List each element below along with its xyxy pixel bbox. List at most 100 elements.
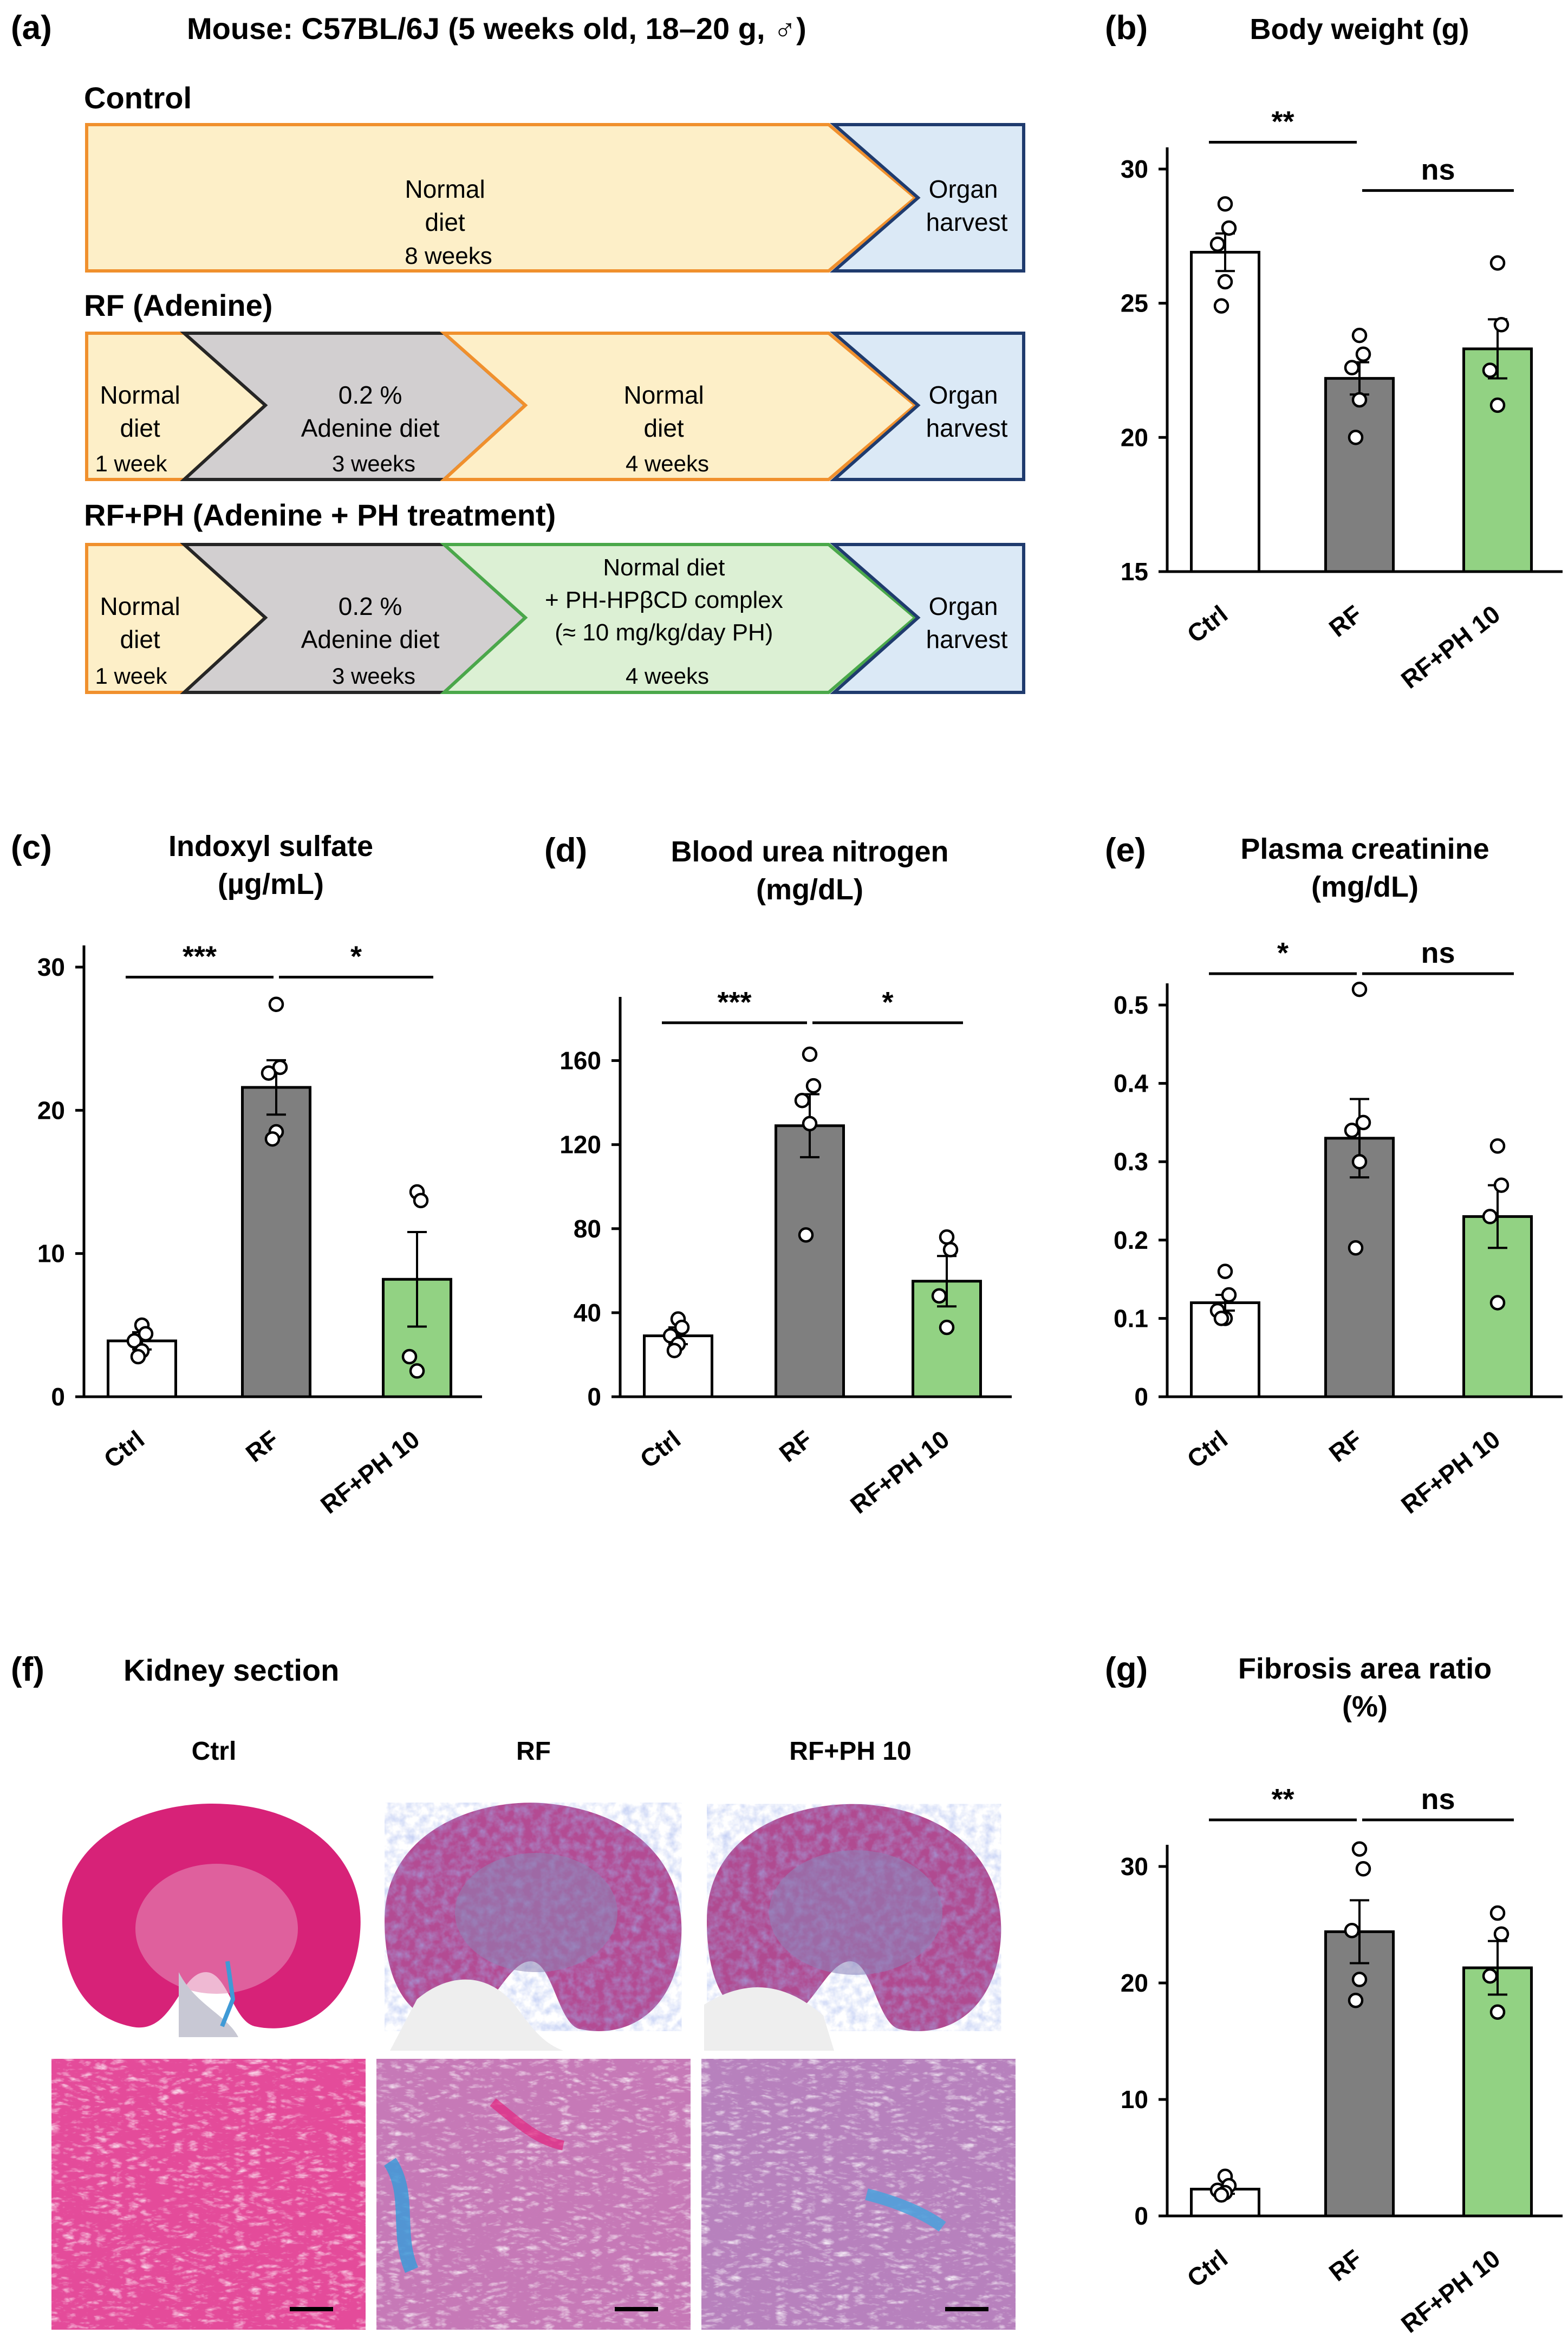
data-point (1344, 1923, 1360, 1939)
y-tick-label: 0 (1134, 1383, 1148, 1411)
significance-label: *** (183, 941, 217, 973)
chart-title: Plasma creatinine (1240, 833, 1489, 865)
segment-text: 0.2 % (339, 381, 402, 409)
data-point (1482, 1968, 1498, 1984)
bar-rf (775, 1124, 845, 1398)
segment-text: 1 week (95, 663, 167, 689)
panel-a: (a) Mouse: C57BL/6J (5 weeks old, 18–20 … (11, 9, 1025, 694)
data-point (1348, 430, 1364, 445)
svg-text:Normal diet 1: Normal diet 1 week (95, 592, 187, 689)
category-label: RF+PH 10 (315, 1425, 425, 1519)
segment-text: diet (120, 625, 160, 653)
data-point (1493, 1926, 1510, 1942)
category-label: RF+PH 10 (1396, 1425, 1505, 1519)
bar-rf-ph-10 (1462, 347, 1533, 573)
kidney-magnified-rfph (701, 2059, 1016, 2330)
y-tick-label: 10 (1121, 2085, 1148, 2114)
category-label: Ctrl (1182, 2244, 1233, 2293)
timeline-rf: Normal diet 1 week 0.2 % Adenine diet 3 … (85, 332, 1025, 481)
svg-text:0.2 % Adenine diet: 0.2 % Adenine diet 3 weeks (301, 592, 447, 689)
panel-letter: (e) (1105, 832, 1146, 869)
data-point (1348, 1993, 1364, 2008)
data-point (1221, 1287, 1237, 1303)
column-label-ctrl: Ctrl (192, 1737, 237, 1766)
data-point (798, 1227, 814, 1243)
data-point (1351, 1972, 1368, 1987)
segment-text: diet (425, 208, 465, 236)
kidney-whole-rf (374, 1798, 693, 2052)
data-point (401, 1349, 418, 1365)
data-point (942, 1242, 959, 1257)
svg-text:Organ harvest: Organ harvest (926, 175, 1008, 236)
data-point (1355, 1114, 1371, 1131)
y-tick-label: 30 (1121, 155, 1148, 183)
category-label: RF (1324, 1425, 1367, 1468)
kidney-magnified-ctrl (51, 2059, 366, 2330)
data-point (1344, 360, 1360, 375)
chart-title: Indoxyl sulfate (168, 830, 373, 863)
segment-text: 3 weeks (332, 451, 415, 476)
segment-organ-harvest (829, 123, 1025, 273)
data-point (674, 1319, 690, 1336)
chart-units: (mg/dL) (1311, 871, 1419, 903)
svg-text:Normal diet 1: Normal diet 1 week (95, 381, 187, 476)
data-point (1351, 1153, 1368, 1170)
panel-letter: (b) (1105, 9, 1148, 47)
segment-text: Normal (100, 381, 180, 409)
y-tick-label: 0 (587, 1383, 601, 1411)
data-point (409, 1363, 425, 1379)
data-point (1482, 362, 1498, 378)
significance-label: ns (1421, 1783, 1455, 1816)
segment-text: Organ (929, 175, 998, 203)
row-label-control: Control (84, 81, 192, 115)
data-point (1213, 2187, 1229, 2203)
chart-panel-g: (g) Fibrosis area ratio (%) 0 10 20 30 Ctrl RF RF… (1105, 1651, 1563, 2338)
data-point (1351, 327, 1368, 343)
data-point (138, 1326, 154, 1341)
data-point (1482, 1209, 1498, 1224)
segment-ph-treatment (440, 543, 918, 694)
segment-text: Normal (623, 381, 704, 409)
timeline-rfph: Normal diet 1 week 0.2 % Adenine diet 3 … (85, 543, 1025, 694)
y-tick-label: 0 (1134, 2202, 1148, 2230)
svg-text:Normal diet 8: Normal diet 8 weeks (405, 175, 492, 269)
svg-text:0.2 % Adenine diet: 0.2 % Adenine diet 3 weeks (301, 381, 447, 476)
data-point (939, 1319, 955, 1336)
data-point (1489, 1295, 1506, 1311)
data-point (1489, 2004, 1506, 2020)
category-label: Ctrl (1182, 1425, 1233, 1474)
significance-label: ns (1421, 937, 1455, 969)
data-point (1217, 196, 1233, 212)
segment-text: harvest (926, 625, 1008, 653)
chart-units: (µg/mL) (218, 868, 324, 900)
row-label-rfph: RF+PH (Adenine + PH treatment) (84, 498, 556, 532)
data-point (1217, 274, 1233, 290)
segment-normal-diet (440, 332, 918, 481)
data-point (1351, 981, 1368, 997)
data-point (130, 1349, 146, 1365)
chart-title: Body weight (g) (1250, 13, 1469, 46)
y-tick-label: 30 (1121, 1852, 1148, 1881)
data-point (1209, 236, 1226, 252)
y-tick-label: 20 (1121, 423, 1148, 451)
data-point (261, 1065, 277, 1081)
data-point (794, 1092, 810, 1109)
data-point (1351, 1841, 1368, 1857)
data-point (1489, 397, 1506, 413)
y-tick-label: 0.1 (1114, 1304, 1148, 1332)
column-label-rf: RF (516, 1737, 551, 1766)
y-tick-label: 0.3 (1114, 1148, 1148, 1176)
svg-text:Organ harvest: Organ harvest (926, 592, 1008, 653)
data-point (413, 1192, 429, 1209)
segment-text: (≈ 10 mg/kg/day PH) (555, 619, 773, 646)
category-label: RF+PH 10 (1396, 2244, 1505, 2338)
data-point (1493, 1177, 1510, 1193)
segment-text: Normal diet (603, 554, 725, 581)
svg-text:Normal diet 4: Normal diet 4 weeks (623, 381, 711, 476)
panel-letter: (d) (544, 832, 587, 869)
data-point (1221, 220, 1237, 236)
segment-text: harvest (926, 208, 1008, 236)
kidney-magnified-rf (376, 2059, 691, 2330)
segment-text: 8 weeks (405, 243, 492, 269)
y-tick-label: 40 (574, 1299, 601, 1327)
